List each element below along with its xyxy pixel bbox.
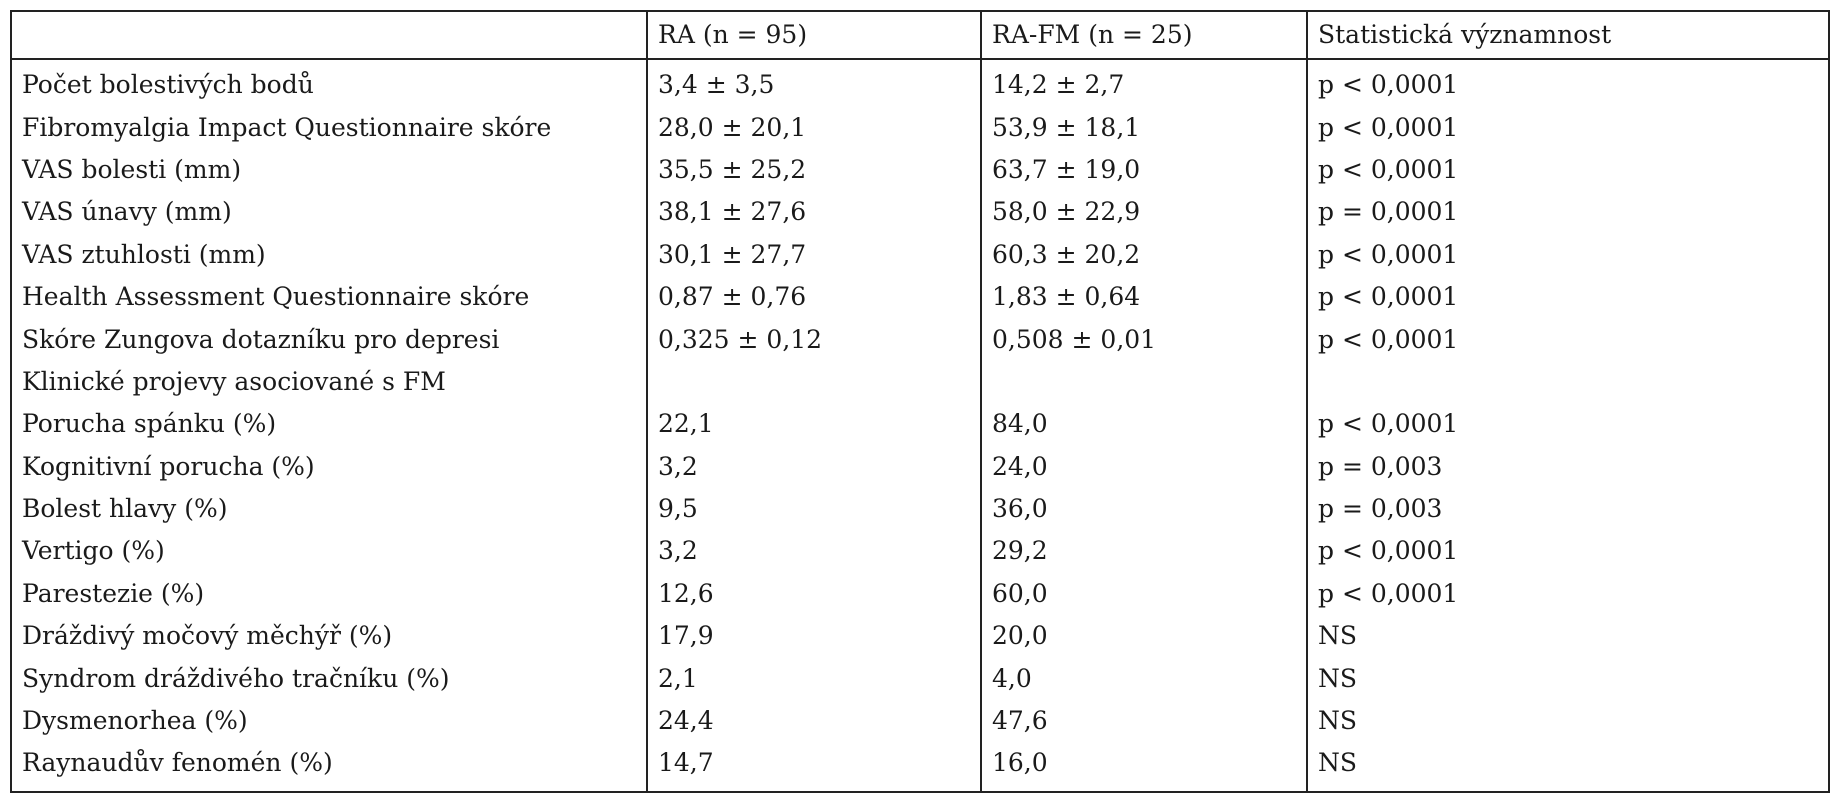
- ra-fm-value-cell: 84,0: [980, 403, 1307, 446]
- ra-value-cell: 35,5 ± 25,2: [646, 148, 981, 192]
- significance-cell: p < 0,0001: [1306, 403, 1829, 446]
- ra-fm-value-cell: 36,0: [980, 487, 1307, 531]
- ra-value-cell: 12,6: [646, 572, 981, 616]
- ra-value-cell: 2,1: [646, 657, 981, 700]
- ra-value-cell: 28,0 ± 20,1: [646, 106, 981, 149]
- significance-cell: p = 0,003: [1306, 445, 1829, 488]
- table-row: Parestezie (%) 12,6 60,0 p < 0,0001: [11, 572, 1829, 616]
- table-row: Vertigo (%) 3,2 29,2 p < 0,0001: [11, 530, 1829, 573]
- row-label-cell: Dysmenorhea (%): [22, 706, 248, 736]
- significance-cell: p < 0,0001: [1306, 275, 1829, 319]
- ra-value-cell: 24,4: [646, 699, 981, 743]
- table-row: Kognitivní porucha (%) 3,2 24,0 p = 0,003: [11, 445, 1829, 488]
- ra-fm-value-cell: 60,0: [980, 572, 1307, 616]
- table-body: Počet bolestivých bodů 3,4 ± 3,5 14,2 ± 2,…: [11, 59, 1829, 792]
- header-row: RA (n = 95) RA-FM (n = 25) Statistická v…: [11, 11, 1829, 60]
- significance-cell: p < 0,0001: [1306, 318, 1829, 361]
- ra-value-cell: 0,87 ± 0,76: [646, 275, 981, 319]
- row-label-cell: Skóre Zungova dotazníku pro depresi: [22, 324, 500, 354]
- comparison-table-container: RA (n = 95) RA-FM (n = 25) Statistická v…: [10, 10, 1830, 793]
- ra-fm-value-cell: [980, 360, 1307, 404]
- ra-value-cell: 22,1: [646, 403, 981, 446]
- significance-cell: p = 0,003: [1306, 487, 1829, 531]
- row-label-cell: VAS ztuhlosti (mm): [22, 239, 266, 269]
- header-cell-ra: RA (n = 95): [646, 11, 981, 60]
- table-row: Počet bolestivých bodů 3,4 ± 3,5 14,2 ± 2,…: [11, 59, 1829, 107]
- significance-cell: p < 0,0001: [1306, 572, 1829, 616]
- table-row: Klinické projevy asociované s FM: [11, 360, 1829, 404]
- row-label-cell: Kognitivní porucha (%): [22, 451, 315, 481]
- significance-cell: p < 0,0001: [1306, 530, 1829, 573]
- significance-cell: p < 0,0001: [1306, 148, 1829, 192]
- ra-fm-value-cell: 58,0 ± 22,9: [980, 191, 1307, 234]
- row-label-cell: Health Assessment Questionnaire skóre: [22, 282, 530, 312]
- table-row: Fibromyalgia Impact Questionnaire skóre 2…: [11, 106, 1829, 149]
- header-cell-significance: Statistická významnost: [1306, 11, 1829, 60]
- ra-value-cell: 0,325 ± 0,12: [646, 318, 981, 361]
- table-header: RA (n = 95) RA-FM (n = 25) Statistická v…: [11, 11, 1829, 60]
- ra-fm-value-cell: 16,0: [980, 742, 1307, 792]
- table-row: VAS bolesti (mm) 35,5 ± 25,2 63,7 ± 19,0 p …: [11, 148, 1829, 192]
- row-label-cell: VAS bolesti (mm): [22, 154, 242, 184]
- ra-fm-value-cell: 53,9 ± 18,1: [980, 106, 1307, 149]
- ra-fm-value-cell: 60,3 ± 20,2: [980, 233, 1307, 276]
- ra-fm-value-cell: 47,6: [980, 699, 1307, 743]
- header-cell-ra-fm: RA-FM (n = 25): [980, 11, 1307, 60]
- table-row: Dráždivý močový měchýř (%) 17,9 20,0 NS: [11, 615, 1829, 658]
- significance-cell: NS: [1306, 615, 1829, 658]
- ra-value-cell: 3,2: [646, 530, 981, 573]
- table-row: VAS únavy (mm) 38,1 ± 27,6 58,0 ± 22,9 p = …: [11, 191, 1829, 234]
- significance-cell: p < 0,0001: [1306, 59, 1829, 107]
- ra-fm-value-cell: 0,508 ± 0,01: [980, 318, 1307, 361]
- table-row: Health Assessment Questionnaire skóre 0,8…: [11, 275, 1829, 319]
- ra-value-cell: 3,2: [646, 445, 981, 488]
- significance-cell: NS: [1306, 742, 1829, 792]
- table-row: Bolest hlavy (%) 9,5 36,0 p = 0,003: [11, 487, 1829, 531]
- ra-value-cell: 3,4 ± 3,5: [646, 59, 981, 107]
- significance-cell: NS: [1306, 657, 1829, 700]
- ra-fm-value-cell: 63,7 ± 19,0: [980, 148, 1307, 192]
- row-label-cell: Vertigo (%): [22, 536, 165, 566]
- comparison-table: RA (n = 95) RA-FM (n = 25) Statistická v…: [10, 10, 1830, 793]
- row-label-cell: Počet bolestivých bodů: [22, 70, 314, 100]
- row-label-cell: Bolest hlavy (%): [22, 494, 228, 524]
- row-label-cell: Dráždivý močový měchýř (%): [22, 621, 393, 651]
- ra-fm-value-cell: 14,2 ± 2,7: [980, 59, 1307, 107]
- row-label-cell: Porucha spánku (%): [22, 409, 277, 439]
- table-row: Skóre Zungova dotazníku pro depresi 0,325…: [11, 318, 1829, 361]
- table-row: Porucha spánku (%) 22,1 84,0 p < 0,0001: [11, 403, 1829, 446]
- ra-fm-value-cell: 1,83 ± 0,64: [980, 275, 1307, 319]
- row-label-cell: Parestezie (%): [22, 578, 205, 608]
- ra-value-cell: 30,1 ± 27,7: [646, 233, 981, 276]
- significance-cell: p < 0,0001: [1306, 233, 1829, 276]
- table-row: Raynaudův fenomén (%) 14,7 16,0 NS: [11, 742, 1829, 792]
- row-label-cell: Fibromyalgia Impact Questionnaire skóre: [22, 112, 552, 142]
- significance-cell: [1306, 360, 1829, 404]
- ra-value-cell: 14,7: [646, 742, 981, 792]
- ra-fm-value-cell: 20,0: [980, 615, 1307, 658]
- row-label-cell: VAS únavy (mm): [22, 197, 232, 227]
- ra-value-cell: [646, 360, 981, 404]
- ra-value-cell: 9,5: [646, 487, 981, 531]
- ra-fm-value-cell: 24,0: [980, 445, 1307, 488]
- ra-fm-value-cell: 29,2: [980, 530, 1307, 573]
- row-label-cell: Raynaudův fenomén (%): [22, 748, 333, 778]
- ra-fm-value-cell: 4,0: [980, 657, 1307, 700]
- header-cell-parameter: [11, 11, 647, 60]
- significance-cell: p = 0,0001: [1306, 191, 1829, 234]
- row-label-cell: Klinické projevy asociované s FM: [22, 366, 446, 396]
- row-label-cell: Syndrom dráždivého tračníku (%): [22, 663, 450, 693]
- table-row: Dysmenorhea (%) 24,4 47,6 NS: [11, 699, 1829, 743]
- table-row: VAS ztuhlosti (mm) 30,1 ± 27,7 60,3 ± 20,2…: [11, 233, 1829, 276]
- significance-cell: p < 0,0001: [1306, 106, 1829, 149]
- significance-cell: NS: [1306, 699, 1829, 743]
- ra-value-cell: 17,9: [646, 615, 981, 658]
- ra-value-cell: 38,1 ± 27,6: [646, 191, 981, 234]
- table-row: Syndrom dráždivého tračníku (%) 2,1 4,0 NS: [11, 657, 1829, 700]
